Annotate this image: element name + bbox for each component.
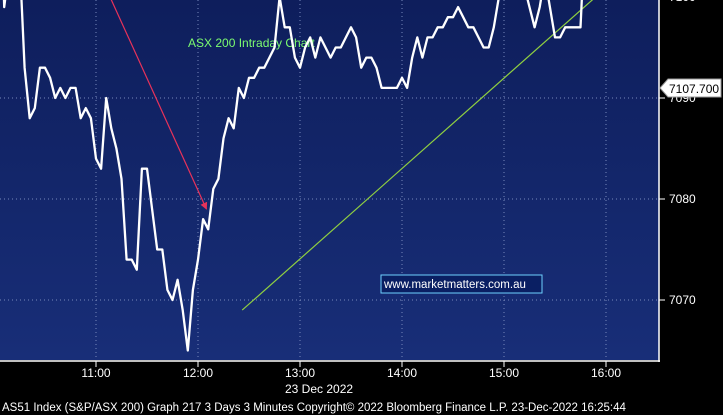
x-axis-ticks: 11:00 12:00 13:00 14:00 15:00 16:00 xyxy=(81,361,621,380)
series-line-asx200 xyxy=(2,0,583,352)
x-tick-label: 14:00 xyxy=(387,366,417,380)
footer-bar xyxy=(0,397,723,415)
annotation-arrows xyxy=(110,0,594,311)
y-tick-label: 7100 xyxy=(669,0,696,4)
plot-background xyxy=(0,0,659,360)
chart-title: ASX 200 Intraday Chart xyxy=(188,36,315,50)
trend-arrow-up xyxy=(241,0,594,311)
x-tick-label: 13:00 xyxy=(285,366,315,380)
watermark-box: www.marketmatters.com.au xyxy=(380,274,543,294)
y-axis-ticks: 707070807090710071107120 xyxy=(659,0,696,307)
last-value-label: 7107.700 xyxy=(669,82,719,96)
x-tick-label: 16:00 xyxy=(591,366,621,380)
trend-arrow-down xyxy=(110,0,208,210)
last-value-tag: 7107.700 xyxy=(659,78,722,98)
right-axis-panel xyxy=(659,0,723,362)
y-tick-label: 7080 xyxy=(669,192,696,206)
grid xyxy=(0,0,659,360)
x-tick-label: 12:00 xyxy=(183,366,213,380)
footer-text: AS51 Index (S&P/ASX 200) Graph 217 3 Day… xyxy=(2,402,626,414)
watermark-text: www.marketmatters.com.au xyxy=(383,279,526,291)
x-tick-label: 11:00 xyxy=(81,366,110,380)
y-tick-label: 7070 xyxy=(669,293,696,307)
x-tick-label: 15:00 xyxy=(489,366,519,380)
x-axis-date-label: 23 Dec 2022 xyxy=(285,382,353,396)
